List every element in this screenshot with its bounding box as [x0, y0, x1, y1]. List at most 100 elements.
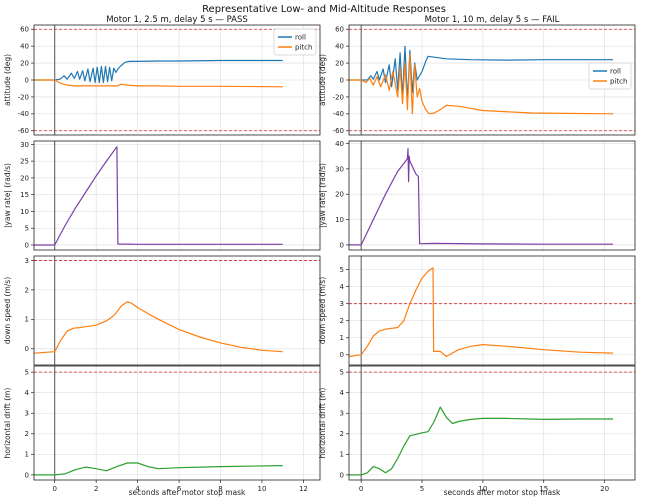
y-axis-label: |yaw rate| (rad/s) — [3, 163, 12, 228]
y-tick-label: 4 — [340, 283, 345, 291]
series-line-left-speed — [33, 301, 283, 354]
panel-right-yaw: 0 10 20 30 40 |yaw rate| (rad/s) — [318, 140, 636, 251]
y-tick-label: 3 — [340, 300, 344, 308]
y-tick-label: 0 — [340, 76, 344, 84]
y-tick-label: 15 — [20, 191, 29, 199]
series-line-left-yaw — [34, 146, 283, 246]
y-axis-label: down speed (m/s) — [3, 277, 12, 344]
y-tick-label: 30 — [335, 165, 344, 173]
y-tick-label: 5 — [25, 369, 29, 377]
y-tick-label: 2 — [25, 430, 29, 438]
figure-suptitle: Representative Low- and Mid-Altitude Res… — [202, 4, 446, 15]
y-tick-label: 3 — [25, 257, 29, 265]
y-tick-label: 2 — [25, 286, 29, 294]
series-line-pitch — [349, 53, 614, 115]
y-tick-label: 1 — [25, 316, 29, 324]
y-tick-label: 40 — [335, 43, 344, 51]
y-tick-label: 40 — [20, 43, 29, 51]
panel-title: Motor 1, 2.5 m, delay 5 s — PASS — [106, 15, 248, 25]
y-tick-label: 5 — [340, 266, 344, 274]
series-line-pitch — [34, 79, 283, 88]
series-line-right-speed — [348, 267, 614, 358]
y-tick-label: 0 — [25, 76, 29, 84]
y-tick-label: 1 — [25, 451, 29, 459]
legend-label-roll: roll — [295, 34, 306, 42]
panel-left-yaw: 0 5 10 15 20 25 30 |yaw rate| (rad/s) — [3, 140, 321, 251]
x-tick-label: 12 — [299, 485, 308, 493]
y-axis-label: attitude (deg) — [318, 54, 327, 106]
y-tick-label: 3 — [25, 410, 29, 418]
y-tick-label: 0 — [25, 345, 29, 353]
panel-right-drift: 0 1 2 3 4 5 0 5 10 15 20 horizontal drift (m) — [318, 365, 636, 493]
legend-label-pitch: pitch — [295, 44, 312, 52]
y-tick-label: 40 — [335, 140, 344, 148]
panel-right-speed: 0 1 2 3 4 5 down speed (m/s) — [318, 255, 636, 366]
y-tick-label: -40 — [18, 110, 29, 118]
series-line-left-drift — [34, 462, 283, 476]
y-tick-label: 30 — [20, 141, 29, 149]
y-tick-label: 10 — [335, 216, 344, 224]
y-tick-label: 60 — [335, 26, 344, 34]
x-tick-label: 0 — [52, 485, 56, 493]
x-tick-label: 0 — [359, 485, 363, 493]
y-tick-label: 3 — [340, 410, 344, 418]
legend-box — [588, 62, 632, 90]
y-tick-label: 20 — [335, 191, 344, 199]
series-line-right-yaw — [349, 148, 614, 246]
y-tick-label: 4 — [25, 389, 30, 397]
panel-left-speed: 0 1 2 3 down speed (m/s) — [3, 255, 321, 366]
y-axis-label: horizontal drift (m) — [3, 388, 12, 459]
y-tick-label: 4 — [340, 389, 345, 397]
plot-frame — [348, 365, 636, 481]
y-axis-label: horizontal drift (m) — [318, 388, 327, 459]
panel-right-attitude: -60 -40 -20 0 20 40 60 attitude (deg) Motor 1, 1… — [318, 15, 636, 136]
y-tick-label: 0 — [340, 471, 344, 479]
legend: roll pitch — [588, 62, 632, 90]
y-tick-label: 5 — [25, 225, 29, 233]
y-tick-label: 5 — [340, 369, 344, 377]
y-axis-label: attitude (deg) — [3, 54, 12, 106]
x-tick-label: 15 — [539, 485, 548, 493]
series-line-right-drift — [349, 406, 614, 476]
legend-label-pitch: pitch — [610, 78, 627, 86]
y-axis-label: down speed (m/s) — [318, 277, 327, 344]
y-tick-label: 2 — [340, 430, 344, 438]
x-tick-label: 6 — [177, 485, 182, 493]
x-tick-label: 2 — [94, 485, 98, 493]
y-tick-label: 0 — [25, 241, 29, 249]
x-tick-label: 20 — [600, 485, 609, 493]
series-line-roll — [349, 45, 614, 102]
legend-box — [273, 28, 317, 56]
y-tick-label: 20 — [20, 59, 29, 67]
plot-frame — [348, 140, 636, 251]
panel-left-attitude: -60 -40 -20 0 20 40 60 attitude (deg) Motor 1, 2… — [3, 15, 321, 136]
y-tick-label: -20 — [18, 93, 29, 101]
y-tick-label: 20 — [20, 174, 29, 182]
y-axis-label: |yaw rate| (rad/s) — [318, 163, 327, 228]
x-tick-label: 8 — [218, 485, 222, 493]
y-tick-label: 0 — [25, 471, 29, 479]
panel-title: Motor 1, 10 m, delay 5 s — FAIL — [425, 15, 560, 25]
plot-frame — [33, 255, 321, 366]
x-tick-label: 5 — [420, 485, 424, 493]
y-tick-label: 1 — [340, 451, 344, 459]
y-tick-label: 0 — [340, 351, 344, 359]
y-tick-label: -60 — [18, 127, 29, 135]
legend: roll pitch — [273, 28, 317, 56]
x-tick-label: 10 — [478, 485, 487, 493]
y-tick-label: -40 — [333, 110, 344, 118]
y-tick-label: 25 — [20, 158, 29, 166]
y-tick-label: 0 — [340, 241, 344, 249]
y-tick-label: 60 — [20, 26, 29, 34]
x-axis-label-right: seconds after motor stop mask — [444, 488, 561, 497]
x-axis-label-left: seconds after motor stop mask — [129, 488, 246, 497]
plot-frame — [33, 365, 321, 481]
x-tick-label: 10 — [258, 485, 267, 493]
plot-frame — [348, 255, 636, 366]
y-tick-label: -60 — [333, 127, 344, 135]
legend-label-roll: roll — [610, 68, 621, 76]
x-tick-label: 4 — [135, 485, 140, 493]
y-tick-label: 10 — [20, 208, 29, 216]
